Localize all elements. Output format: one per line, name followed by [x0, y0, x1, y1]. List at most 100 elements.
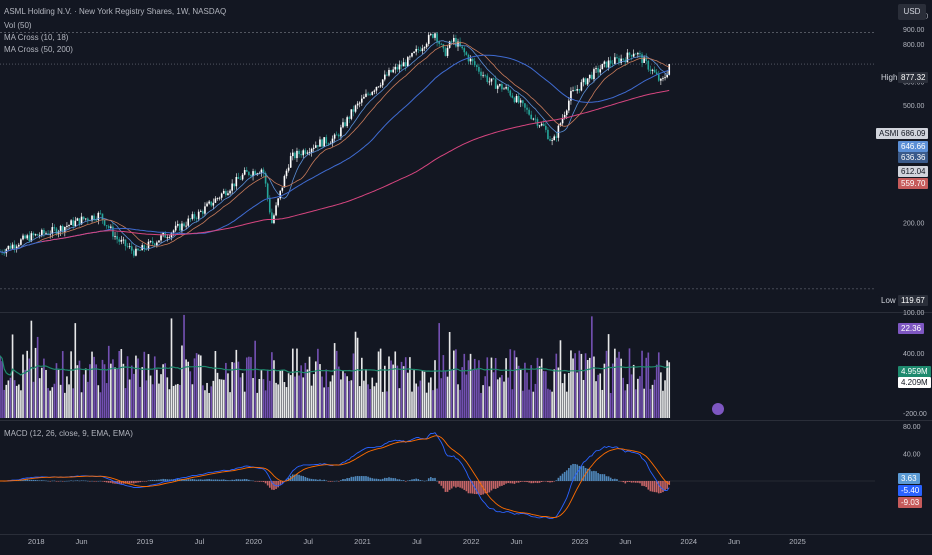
volume-bar — [360, 357, 363, 418]
macd-histogram-bar — [99, 480, 102, 482]
volume-bar — [609, 392, 612, 418]
candle — [666, 74, 668, 78]
candle — [388, 69, 390, 76]
price-tick-label: 800.00 — [903, 42, 925, 49]
macd-histogram-bar — [231, 479, 233, 481]
macd-histogram-bar — [105, 481, 108, 483]
macd-histogram-bar — [442, 481, 445, 489]
macd-histogram-bar — [47, 480, 49, 482]
macd-histogram-bar — [168, 479, 171, 481]
macd-histogram-bar — [459, 481, 461, 488]
candle — [607, 60, 610, 68]
volume-bar — [409, 357, 411, 418]
macd-histogram-bar — [668, 481, 671, 485]
candle — [591, 74, 593, 80]
macd-histogram-bar — [89, 481, 91, 482]
price-tick-label: 200.00 — [903, 221, 925, 228]
candle — [306, 152, 309, 154]
candle — [415, 48, 417, 52]
candle — [220, 193, 223, 198]
volume-bar — [616, 357, 618, 418]
candle — [442, 44, 445, 49]
volume-bar — [614, 348, 616, 418]
macd-histogram-bar — [245, 479, 248, 481]
currency-button[interactable]: USD — [898, 4, 926, 20]
volume-legend[interactable]: Vol (50) — [4, 21, 32, 30]
macd-histogram-bar — [436, 480, 438, 482]
time-tick-label: Jul — [412, 537, 422, 546]
macd-histogram-bar — [70, 480, 72, 481]
macd-histogram — [0, 463, 671, 496]
volume-bar — [216, 372, 219, 418]
time-tick-label: 2022 — [463, 537, 480, 546]
macd-histogram-bar — [32, 479, 35, 481]
candle — [233, 183, 236, 187]
candle — [296, 150, 298, 159]
candle — [340, 127, 342, 137]
volume-tag: 4.209M — [898, 377, 931, 388]
candle — [584, 78, 587, 85]
candle — [634, 53, 637, 55]
macd-histogram-bar — [222, 479, 225, 481]
ma-line — [0, 54, 670, 254]
volume-bar — [392, 364, 394, 418]
volume-bar — [327, 387, 330, 418]
symbol-legend[interactable]: ASML Holding N.V. · New York Registry Sh… — [4, 7, 227, 16]
ma-cross-slow-legend[interactable]: MA Cross (50, 200) — [4, 45, 73, 54]
candle — [469, 58, 472, 62]
macd-histogram-bar — [398, 479, 401, 481]
candle — [528, 109, 530, 115]
candle — [432, 34, 434, 38]
volume-bar — [348, 381, 351, 418]
candle — [218, 197, 221, 199]
volume-bar — [143, 351, 146, 418]
macd-histogram-bar — [237, 479, 240, 481]
candle — [622, 58, 625, 60]
candle — [59, 226, 62, 232]
volume-bar — [536, 357, 539, 418]
macd-histogram-bar — [649, 481, 652, 492]
macd-histogram-bar — [365, 476, 367, 481]
candle — [151, 241, 154, 244]
candle — [450, 41, 453, 43]
volume-bar — [582, 379, 585, 418]
macd-histogram-bar — [300, 475, 302, 481]
candle — [390, 69, 392, 73]
candle — [41, 229, 43, 236]
candle — [53, 227, 56, 229]
volume-bar — [545, 371, 547, 418]
volume-bar — [605, 350, 608, 418]
volume-bar — [540, 358, 543, 418]
volume-bar — [655, 364, 658, 418]
macd-histogram-bar — [450, 481, 453, 489]
candle — [114, 236, 116, 237]
macd-histogram-bar — [411, 479, 413, 481]
macd-histogram-bar — [145, 481, 148, 482]
macd-histogram-bar — [461, 481, 464, 489]
macd-histogram-bar — [344, 479, 346, 481]
volume-bar — [492, 372, 495, 418]
volume-bar — [51, 387, 54, 418]
volume-bar — [333, 343, 336, 418]
candle — [406, 57, 409, 67]
candle — [476, 65, 478, 67]
volume-bar — [122, 363, 125, 418]
volume-bar — [634, 389, 637, 418]
volume-bar — [593, 356, 595, 418]
ma-cross-fast-legend[interactable]: MA Cross (10, 18) — [4, 33, 69, 42]
candle — [599, 69, 602, 73]
candle — [356, 103, 359, 106]
low-value: 119.67 — [898, 295, 928, 306]
volume-bar — [553, 369, 556, 418]
volume-bar — [440, 378, 443, 418]
candle — [411, 53, 413, 57]
candle — [30, 233, 33, 242]
volume-bar — [304, 362, 307, 418]
macd-histogram-bar — [227, 480, 229, 481]
volume-bar — [124, 388, 127, 418]
lightning-icon — [712, 403, 724, 415]
macd-histogram-bar — [348, 478, 351, 481]
macd-legend[interactable]: MACD (12, 26, close, 9, EMA, EMA) — [4, 429, 133, 438]
